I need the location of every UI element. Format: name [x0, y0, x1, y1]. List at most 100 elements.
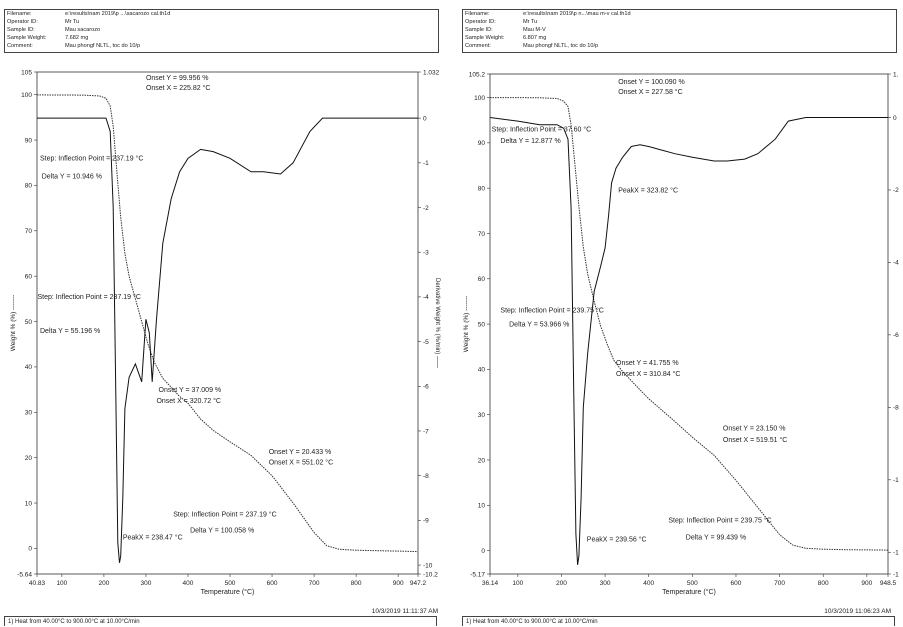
operator-value: Mr Tu	[65, 19, 80, 25]
annotation-label: Onset X = 310.84 °C	[616, 370, 680, 378]
y2-tick-label: -4	[423, 294, 429, 301]
x-tick-label: 948.5	[880, 580, 897, 587]
y-tick-label: 50	[478, 321, 486, 328]
annotation-label: Onset X = 227.58 °C	[618, 88, 682, 96]
y2-axis-label: Derivative Weight % (%/min) ——	[434, 278, 440, 368]
plot-frame	[36, 71, 419, 575]
annotation-label: Step: Inflection Point = 237.19 °C	[173, 511, 276, 519]
weight-label: Sample Weight:	[7, 35, 47, 41]
method-footer: 1) Heat from 40.00°C to 900.00°C at 10.0…	[4, 616, 437, 626]
y-tick-label: 40	[25, 364, 33, 371]
y2-tick-label: -1	[893, 571, 899, 578]
y2-tick-label: 1.032	[423, 69, 440, 76]
annotation-label: Onset Y = 23.150 %	[723, 426, 786, 433]
filename-value: e:\results\nam 2019\p ...\sacarozo cal.t…	[65, 11, 171, 17]
y-tick-label: 30	[25, 410, 33, 417]
info-header: Filename: e:\results\nam 2019\p ...\sacar…	[4, 9, 439, 53]
y-tick-label: 105	[21, 69, 32, 76]
annotation-label: Step: Inflection Point = 237.19 °C	[37, 293, 140, 301]
y2-tick-label: -8	[423, 473, 429, 480]
weight-label: Sample Weight:	[465, 35, 505, 41]
y-tick-label: 40	[478, 367, 486, 374]
x-tick-label: 100	[56, 580, 67, 587]
y2-tick-label: 1.	[893, 71, 899, 78]
x-tick-label: 400	[643, 580, 654, 587]
x-tick-label: 947.2	[410, 580, 427, 587]
x-tick-label: 200	[98, 580, 109, 587]
sample-value: Mau M-V	[523, 27, 546, 33]
tga-chart: 40.83 100 200 300 400 500 600 700 800 900 947.2105…	[10, 69, 440, 596]
x-tick-label: 900	[861, 580, 872, 587]
y-tick-label: 60	[25, 273, 33, 280]
y-tick-label: 20	[478, 457, 486, 464]
annotation-label: PeakX = 238.47 °C	[123, 533, 183, 541]
x-tick-label: 700	[309, 580, 320, 587]
right-panel: Filename: e:\results\nam 2019\p n...\mau …	[458, 0, 903, 626]
y2-tick-label: -5	[423, 339, 429, 346]
y-tick-label: 70	[478, 231, 486, 238]
annotation-label: Delta Y = 10.946 %	[42, 174, 102, 181]
y2-tick-label: -1	[893, 477, 899, 484]
y-tick-label: 100	[21, 92, 32, 99]
comment-label: Comment:	[465, 43, 491, 49]
operator-label: Operator ID:	[7, 19, 38, 25]
x-tick-label: 800	[818, 580, 829, 587]
y-tick-label: 100	[474, 95, 485, 102]
y2-tick-label: -1	[893, 550, 899, 557]
y-tick-label: 70	[25, 228, 33, 235]
x-tick-label: 700	[774, 580, 785, 587]
x-tick-label: 300	[141, 580, 152, 587]
x-tick-label: 600	[267, 580, 278, 587]
annotation-label: PeakX = 239.56 °C	[587, 536, 647, 544]
x-tick-label: 200	[556, 580, 567, 587]
sample-label: Sample ID:	[465, 27, 493, 33]
annotation-label: Onset X = 320.72 °C	[156, 397, 220, 405]
y-tick-label: -5.64	[17, 571, 32, 578]
y-tick-label: 80	[478, 185, 486, 192]
y2-tick-label: 0	[893, 115, 897, 122]
y2-tick-label: -8	[893, 405, 899, 412]
method-footer: 1) Heat from 40.00°C to 900.00°C at 10.0…	[462, 616, 895, 626]
y2-tick-label: -6	[423, 384, 429, 391]
filename-value: e:\results\nam 2019\p n...\mau m-v cal.t…	[523, 11, 631, 17]
x-axis-label: Temperature (°C)	[201, 588, 255, 596]
weight-value: 7.682 mg	[65, 35, 89, 41]
x-tick-label: 40.83	[29, 580, 46, 587]
tga-chart: 36.14 100 200 300 400 500 600 700 800 900 948.5105…	[463, 71, 899, 596]
x-tick-label: 500	[225, 580, 236, 587]
x-tick-label: 500	[687, 580, 698, 587]
annotation-label: Onset X = 519.51 °C	[723, 436, 787, 444]
x-tick-label: 400	[183, 580, 194, 587]
y-tick-label: 10	[478, 503, 486, 510]
annotation-label: Step: Inflection Point = 37.60 °C	[492, 126, 592, 134]
x-tick-label: 900	[393, 580, 404, 587]
sample-label: Sample ID:	[7, 27, 35, 33]
y-axis-label: Weight % (%) -------	[463, 296, 470, 353]
y-tick-label: 10	[25, 500, 33, 507]
sample-value: Mau sacarozo	[65, 27, 101, 33]
weight-curve	[36, 94, 419, 553]
comment-label: Comment:	[7, 43, 33, 49]
x-tick-label: 100	[512, 580, 523, 587]
y2-tick-label: -2	[893, 187, 899, 194]
y-tick-label: 105.2	[469, 71, 486, 78]
y-tick-label: 0	[481, 548, 485, 555]
annotation-label: Delta Y = 12.877 %	[500, 138, 560, 145]
annotation-label: Onset X = 551.02 °C	[269, 458, 333, 466]
y-tick-label: 20	[25, 455, 33, 462]
annotation-label: Delta Y = 53.966 %	[509, 321, 569, 328]
comment-value: Mau phongf NLTL, toc do 10/p	[65, 43, 141, 49]
info-header: Filename: e:\results\nam 2019\p n...\mau …	[462, 9, 897, 53]
x-tick-label: 36.14	[482, 580, 499, 587]
filename-label: Filename:	[465, 11, 490, 17]
x-axis-label: Temperature (°C)	[662, 588, 716, 596]
derivative-curve	[37, 117, 418, 563]
annotation-label: Onset Y = 37.009 %	[159, 387, 222, 394]
weight-curve	[490, 97, 889, 551]
annotation-label: Onset Y = 41.755 %	[616, 360, 679, 367]
annotation-label: Step: Inflection Point = 239.75 °C	[668, 516, 771, 524]
timestamp: 10/3/2019 11:11:37 AM	[371, 608, 438, 615]
annotation-label: Step: Inflection Point = 239.75 °C	[500, 307, 603, 315]
y2-tick-label: -9	[423, 518, 429, 525]
y-axis-label: Weight % (%) -------	[10, 295, 17, 352]
